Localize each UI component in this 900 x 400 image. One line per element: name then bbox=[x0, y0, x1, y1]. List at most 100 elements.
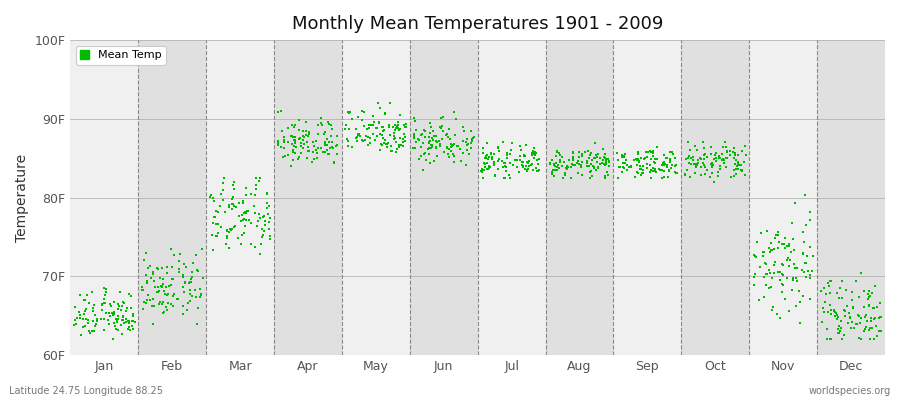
Point bbox=[847, 325, 861, 331]
Point bbox=[261, 203, 275, 210]
Point bbox=[830, 316, 844, 323]
Point bbox=[575, 150, 590, 157]
Point bbox=[206, 220, 220, 227]
Point bbox=[397, 122, 411, 129]
Point bbox=[602, 158, 616, 164]
Point bbox=[705, 170, 719, 176]
Point bbox=[238, 223, 252, 229]
Point bbox=[647, 168, 662, 174]
Point bbox=[661, 174, 675, 180]
Point bbox=[95, 302, 110, 308]
Point bbox=[656, 160, 670, 166]
Point bbox=[620, 162, 634, 169]
Point bbox=[648, 160, 662, 166]
Point bbox=[351, 130, 365, 137]
Point bbox=[184, 298, 198, 304]
Point bbox=[599, 159, 614, 165]
Point bbox=[776, 272, 790, 278]
Point bbox=[216, 179, 230, 186]
Point bbox=[392, 144, 407, 150]
Point bbox=[771, 232, 786, 239]
Point bbox=[302, 128, 316, 135]
Point bbox=[601, 156, 616, 162]
Point bbox=[482, 164, 497, 171]
Point bbox=[285, 122, 300, 128]
Point bbox=[793, 299, 807, 305]
Point bbox=[220, 235, 234, 242]
Point bbox=[616, 153, 630, 160]
Point bbox=[285, 149, 300, 155]
Point bbox=[575, 152, 590, 159]
Point bbox=[780, 257, 795, 264]
Point bbox=[233, 241, 248, 247]
Point bbox=[645, 168, 660, 174]
Point bbox=[97, 300, 112, 306]
Point bbox=[756, 274, 770, 280]
Point bbox=[480, 152, 494, 158]
Point bbox=[589, 167, 603, 173]
Point bbox=[548, 162, 562, 169]
Point bbox=[86, 302, 101, 308]
Point bbox=[153, 274, 167, 281]
Point bbox=[686, 154, 700, 160]
Point bbox=[670, 170, 684, 176]
Point bbox=[689, 161, 704, 168]
Point bbox=[277, 145, 292, 151]
Point bbox=[117, 320, 131, 326]
Point bbox=[616, 153, 631, 159]
Point bbox=[669, 170, 683, 176]
Point bbox=[410, 136, 425, 142]
Point bbox=[98, 299, 112, 306]
Point bbox=[121, 318, 135, 324]
Point bbox=[321, 139, 336, 146]
Point bbox=[156, 310, 170, 316]
Point bbox=[657, 167, 671, 174]
Point bbox=[115, 317, 130, 323]
Point bbox=[161, 283, 176, 289]
Point bbox=[518, 153, 532, 159]
Point bbox=[835, 278, 850, 284]
Point bbox=[314, 120, 328, 126]
Point bbox=[842, 319, 856, 326]
Point bbox=[820, 336, 834, 342]
Point bbox=[213, 191, 228, 197]
Point bbox=[207, 198, 221, 205]
Point bbox=[663, 164, 678, 171]
Point bbox=[116, 314, 130, 320]
Point bbox=[119, 319, 133, 325]
Point bbox=[574, 164, 589, 170]
Point bbox=[411, 155, 426, 162]
Point bbox=[862, 327, 877, 334]
Point bbox=[827, 308, 842, 314]
Point bbox=[436, 128, 450, 134]
Point bbox=[260, 200, 274, 206]
Point bbox=[227, 224, 241, 230]
Point bbox=[495, 158, 509, 164]
Point bbox=[68, 322, 82, 328]
Point bbox=[634, 172, 648, 178]
Point bbox=[550, 149, 564, 155]
Point bbox=[225, 194, 239, 200]
Point bbox=[139, 250, 153, 256]
Point bbox=[588, 155, 602, 162]
Point bbox=[554, 159, 568, 166]
Point bbox=[338, 122, 353, 128]
Point bbox=[868, 282, 882, 289]
Point bbox=[572, 161, 586, 167]
Point bbox=[765, 307, 779, 313]
Point bbox=[176, 303, 191, 310]
Point bbox=[152, 288, 166, 294]
Point bbox=[260, 205, 274, 211]
Point bbox=[850, 312, 865, 318]
Point bbox=[862, 301, 877, 308]
Point bbox=[362, 125, 376, 132]
Point bbox=[852, 312, 867, 319]
Point bbox=[176, 274, 191, 280]
Point bbox=[374, 105, 388, 111]
Title: Monthly Mean Temperatures 1901 - 2009: Monthly Mean Temperatures 1901 - 2009 bbox=[292, 15, 663, 33]
Point bbox=[289, 144, 303, 150]
Point bbox=[288, 140, 302, 146]
Point bbox=[207, 214, 221, 220]
Point bbox=[359, 132, 374, 139]
Point bbox=[644, 149, 658, 155]
